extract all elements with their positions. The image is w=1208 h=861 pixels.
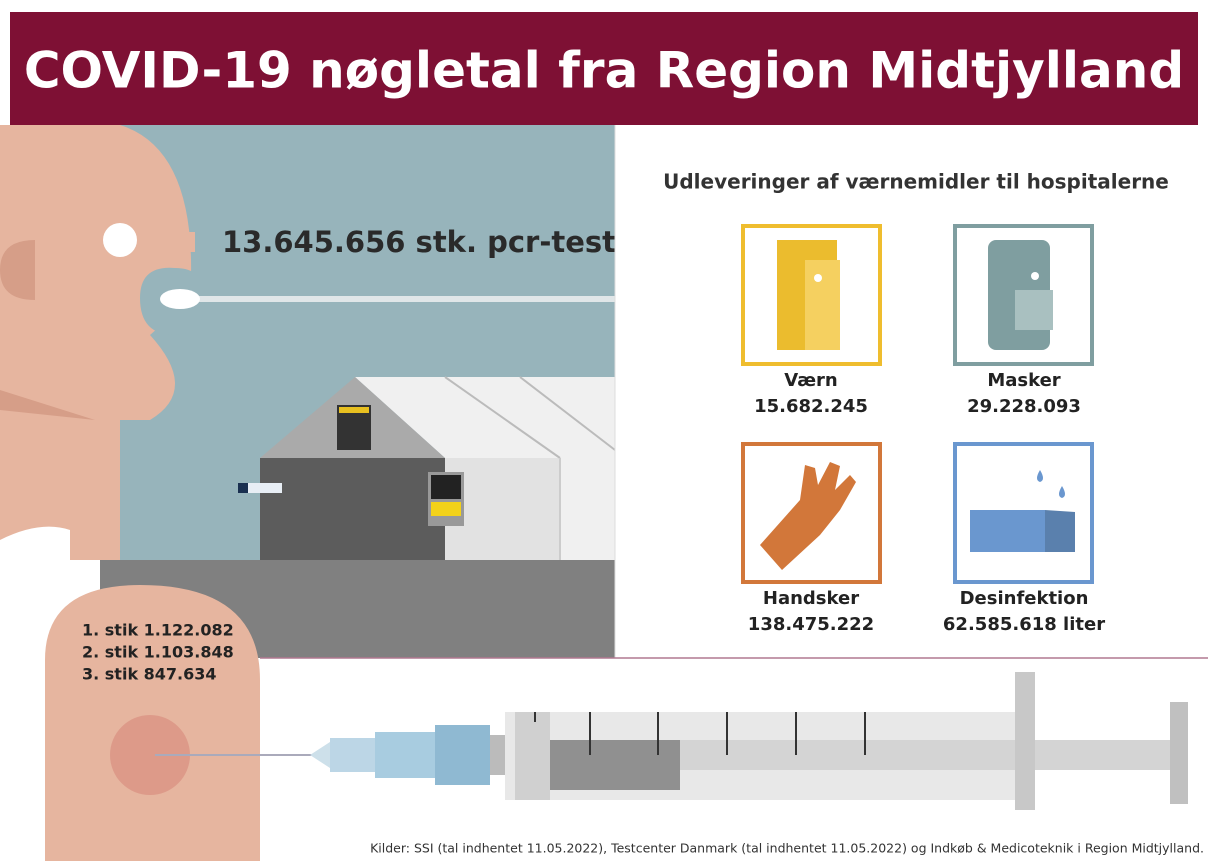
syringe <box>310 672 1188 810</box>
header-banner <box>10 12 1198 125</box>
supply-value: 15.682.245 <box>754 396 868 417</box>
icon-vaern <box>741 224 882 366</box>
supply-value: 29.228.093 <box>967 396 1081 417</box>
person-head <box>0 125 615 560</box>
icon-handsker <box>741 442 882 584</box>
source-note: Kilder: SSI (tal indhentet 11.05.2022), … <box>370 841 1204 856</box>
vaccination-dose-2: 2. stik 1.103.848 <box>82 643 234 662</box>
supply-value: 62.585.618 liter <box>943 614 1105 635</box>
supplies-title: Udleveringer af værnemidler til hospital… <box>663 170 1169 194</box>
person-arm <box>0 526 320 861</box>
supply-label: Værn <box>784 370 838 391</box>
tent <box>238 376 616 560</box>
supply-value: 138.475.222 <box>748 614 874 635</box>
vaccination-dose-3: 3. stik 847.634 <box>82 665 217 684</box>
supply-label: Desinfektion <box>960 588 1089 609</box>
vaccination-dose-1: 1. stik 1.122.082 <box>82 621 234 640</box>
icon-masker <box>953 224 1094 366</box>
icon-desinfektion <box>953 442 1094 584</box>
supply-label: Handsker <box>763 588 859 609</box>
pcr-test-text: 13.645.656 stk. pcr-test <box>222 225 616 259</box>
supply-label: Masker <box>987 370 1060 391</box>
title: COVID-19 nøgletal fra Region Midtjylland <box>24 42 1184 100</box>
